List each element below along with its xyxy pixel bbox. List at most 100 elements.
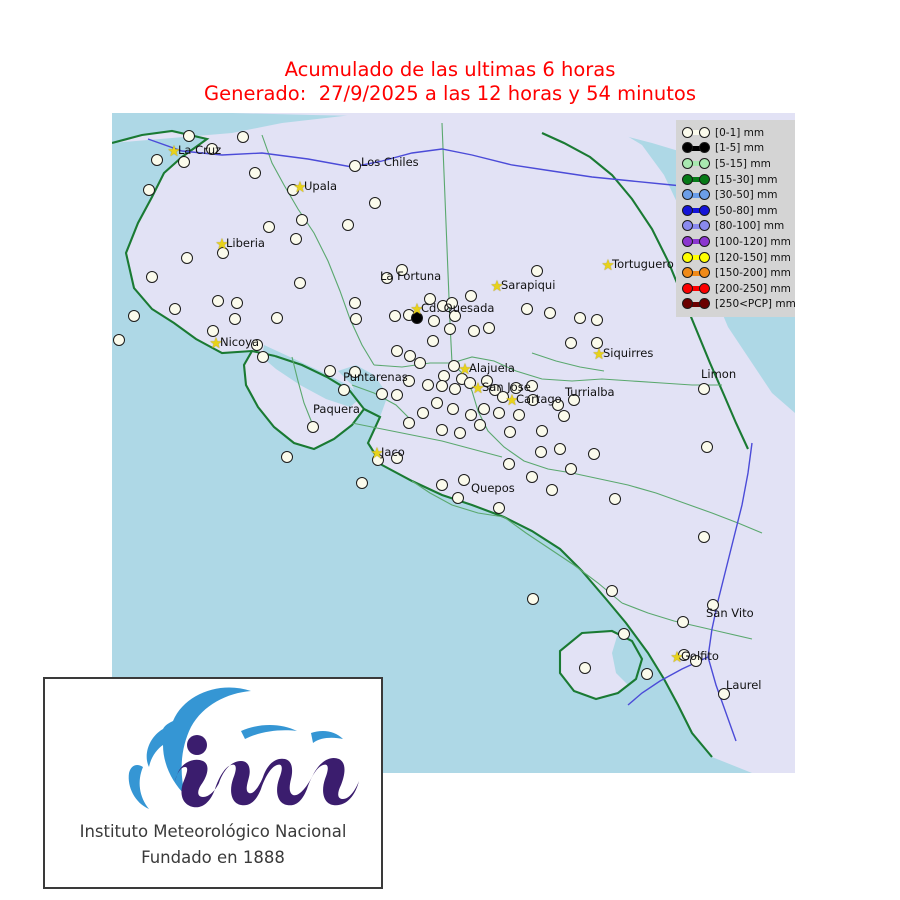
weather-station-marker[interactable]: [422, 379, 434, 391]
weather-station-marker[interactable]: [151, 154, 163, 166]
weather-station-marker[interactable]: [504, 426, 516, 438]
weather-station-marker[interactable]: [536, 425, 548, 437]
weather-station-marker[interactable]: [444, 323, 456, 335]
weather-station-marker[interactable]: [698, 531, 710, 543]
weather-station-marker[interactable]: [452, 492, 464, 504]
weather-station-marker[interactable]: [513, 409, 525, 421]
weather-station-marker[interactable]: [609, 493, 621, 505]
weather-station-marker[interactable]: [431, 397, 443, 409]
weather-station-marker[interactable]: [389, 310, 401, 322]
weather-station-marker[interactable]: [428, 315, 440, 327]
weather-station-marker[interactable]: [396, 264, 408, 276]
weather-station-marker[interactable]: [493, 502, 505, 514]
weather-station-marker[interactable]: [535, 446, 547, 458]
weather-station-marker[interactable]: [296, 214, 308, 226]
weather-station-marker[interactable]: [349, 366, 361, 378]
weather-station-marker[interactable]: [436, 479, 448, 491]
weather-station-marker[interactable]: [554, 443, 566, 455]
weather-station-marker[interactable]: [698, 383, 710, 395]
weather-station-marker[interactable]: [690, 655, 702, 667]
weather-station-marker[interactable]: [113, 334, 125, 346]
weather-station-marker[interactable]: [641, 668, 653, 680]
weather-station-marker[interactable]: [449, 383, 461, 395]
weather-station-marker[interactable]: [503, 458, 515, 470]
weather-station-marker[interactable]: [436, 380, 448, 392]
weather-station-marker[interactable]: [483, 322, 495, 334]
weather-station-marker[interactable]: [257, 351, 269, 363]
weather-station-marker[interactable]: [128, 310, 140, 322]
weather-station-marker[interactable]: [146, 271, 158, 283]
weather-station-marker[interactable]: [531, 265, 543, 277]
weather-station-marker[interactable]: [579, 662, 591, 674]
weather-station-marker[interactable]: [552, 399, 564, 411]
weather-station-marker[interactable]: [271, 312, 283, 324]
weather-station-marker[interactable]: [591, 337, 603, 349]
weather-station-marker[interactable]: [718, 688, 730, 700]
weather-station-marker[interactable]: [231, 297, 243, 309]
weather-station-marker[interactable]: [510, 382, 522, 394]
weather-station-marker[interactable]: [678, 649, 690, 661]
weather-station-marker[interactable]: [544, 307, 556, 319]
weather-station-marker[interactable]: [414, 357, 426, 369]
weather-station-marker[interactable]: [307, 421, 319, 433]
weather-station-marker[interactable]: [391, 452, 403, 464]
weather-station-marker[interactable]: [411, 312, 423, 324]
weather-station-marker[interactable]: [403, 417, 415, 429]
weather-station-marker[interactable]: [281, 451, 293, 463]
weather-station-marker[interactable]: [527, 394, 539, 406]
weather-station-marker[interactable]: [294, 277, 306, 289]
weather-station-marker[interactable]: [391, 345, 403, 357]
weather-station-marker[interactable]: [249, 167, 261, 179]
weather-station-marker[interactable]: [618, 628, 630, 640]
weather-station-marker[interactable]: [217, 247, 229, 259]
weather-station-marker[interactable]: [206, 143, 218, 155]
weather-station-marker[interactable]: [521, 303, 533, 315]
weather-station-marker[interactable]: [464, 377, 476, 389]
weather-station-marker[interactable]: [143, 184, 155, 196]
weather-station-marker[interactable]: [447, 403, 459, 415]
weather-station-marker[interactable]: [526, 471, 538, 483]
weather-station-marker[interactable]: [481, 375, 493, 387]
weather-station-marker[interactable]: [546, 484, 558, 496]
weather-station-marker[interactable]: [350, 313, 362, 325]
weather-station-marker[interactable]: [349, 160, 361, 172]
weather-station-marker[interactable]: [207, 325, 219, 337]
weather-station-marker[interactable]: [417, 407, 429, 419]
weather-station-marker[interactable]: [181, 252, 193, 264]
weather-station-marker[interactable]: [404, 350, 416, 362]
weather-station-marker[interactable]: [356, 477, 368, 489]
weather-station-marker[interactable]: [574, 312, 586, 324]
weather-station-marker[interactable]: [229, 313, 241, 325]
weather-station-marker[interactable]: [565, 337, 577, 349]
weather-station-marker[interactable]: [178, 156, 190, 168]
weather-station-marker[interactable]: [448, 360, 460, 372]
weather-station-marker[interactable]: [565, 463, 577, 475]
weather-station-marker[interactable]: [468, 325, 480, 337]
weather-station-marker[interactable]: [290, 233, 302, 245]
weather-station-marker[interactable]: [588, 448, 600, 460]
weather-station-marker[interactable]: [403, 375, 415, 387]
weather-station-marker[interactable]: [424, 293, 436, 305]
weather-station-marker[interactable]: [474, 419, 486, 431]
weather-station-marker[interactable]: [449, 310, 461, 322]
weather-station-marker[interactable]: [606, 585, 618, 597]
weather-station-marker[interactable]: [591, 314, 603, 326]
weather-station-marker[interactable]: [526, 380, 538, 392]
weather-station-marker[interactable]: [465, 290, 477, 302]
weather-station-marker[interactable]: [391, 389, 403, 401]
weather-station-marker[interactable]: [458, 474, 470, 486]
weather-station-marker[interactable]: [342, 219, 354, 231]
weather-station-marker[interactable]: [372, 454, 384, 466]
weather-station-marker[interactable]: [478, 403, 490, 415]
weather-station-marker[interactable]: [169, 303, 181, 315]
weather-station-marker[interactable]: [436, 424, 448, 436]
weather-station-marker[interactable]: [376, 388, 388, 400]
weather-station-marker[interactable]: [212, 295, 224, 307]
weather-station-marker[interactable]: [251, 339, 263, 351]
weather-station-marker[interactable]: [237, 131, 249, 143]
weather-station-marker[interactable]: [446, 297, 458, 309]
weather-station-marker[interactable]: [454, 427, 466, 439]
weather-station-marker[interactable]: [369, 197, 381, 209]
weather-station-marker[interactable]: [568, 394, 580, 406]
weather-station-marker[interactable]: [497, 391, 509, 403]
